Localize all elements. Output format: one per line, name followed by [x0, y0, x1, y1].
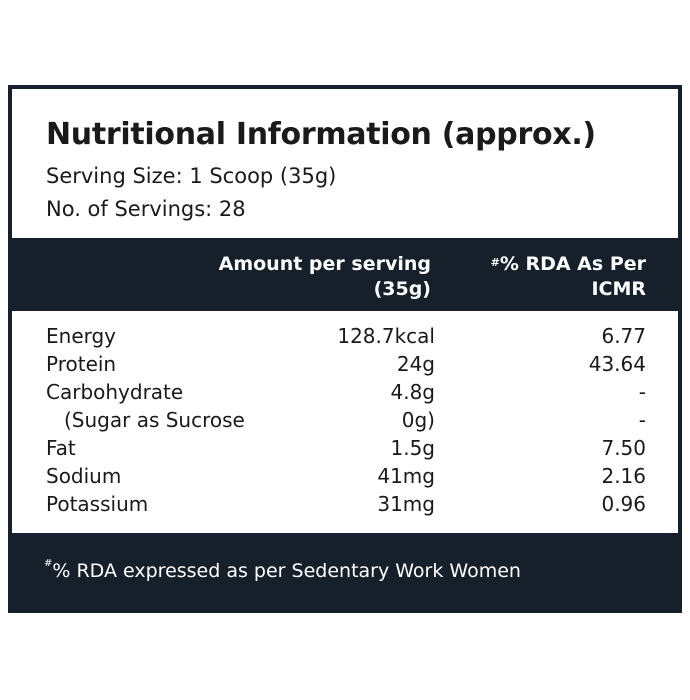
nutrient-amount: 0g)	[401, 408, 435, 432]
amount-column-header: Amount per serving (35g)	[219, 252, 431, 302]
nutrient-amount: 24g	[396, 352, 435, 376]
amount-header-line2: (35g)	[373, 278, 431, 300]
rda-header-text: % RDA As Per	[499, 253, 646, 275]
rda-header-line1: #% RDA As Per	[491, 252, 646, 277]
nutrient-table: Energy 128.7kcal 6.77 Protein 24g 43.64 …	[12, 311, 678, 533]
rda-header-line2: ICMR	[591, 278, 646, 300]
nutrient-name: Protein	[46, 352, 117, 376]
nutrient-amount: 128.7kcal	[337, 324, 435, 348]
table-row: (Sugar as Sucrose 0g) -	[12, 408, 678, 436]
nutrient-name: (Sugar as Sucrose	[64, 408, 245, 432]
nutrient-rda: 6.77	[601, 324, 646, 348]
nutrient-rda: 7.50	[601, 436, 646, 460]
serving-size: Serving Size: 1 Scoop (35g)	[46, 164, 337, 188]
nutrient-rda: -	[638, 380, 646, 404]
nutrition-panel: Nutritional Information (approx.) Servin…	[8, 85, 682, 613]
table-row: Potassium 31mg 0.96	[12, 492, 678, 520]
table-row: Carbohydrate 4.8g -	[12, 380, 678, 408]
nutrient-name: Fat	[46, 436, 76, 460]
nutrient-amount: 31mg	[377, 492, 435, 516]
footnote: #% RDA expressed as per Sedentary Work W…	[44, 558, 521, 582]
rda-hash-mark: #	[490, 256, 500, 269]
table-row: Sodium 41mg 2.16	[12, 464, 678, 492]
table-row: Energy 128.7kcal 6.77	[12, 324, 678, 352]
nutrient-name: Sodium	[46, 464, 122, 488]
table-row: Fat 1.5g 7.50	[12, 436, 678, 464]
nutrient-rda: 43.64	[588, 352, 646, 376]
nutrient-name: Carbohydrate	[46, 380, 184, 404]
nutrient-rda: 2.16	[601, 464, 646, 488]
table-row: Protein 24g 43.64	[12, 352, 678, 380]
nutrient-rda: -	[638, 408, 646, 432]
rda-column-header: #% RDA As Per ICMR	[491, 252, 646, 302]
page-title: Nutritional Information (approx.)	[46, 117, 596, 152]
footnote-text: % RDA expressed as per Sedentary Work Wo…	[52, 560, 521, 582]
footnote-hash-mark: #	[44, 558, 53, 569]
header-section: Nutritional Information (approx.) Servin…	[12, 89, 678, 238]
nutrient-name: Energy	[46, 324, 117, 348]
amount-header-line1: Amount per serving	[218, 253, 431, 275]
nutrient-amount: 41mg	[377, 464, 435, 488]
nutrient-rda: 0.96	[601, 492, 646, 516]
servings-count: No. of Servings: 28	[46, 197, 246, 221]
nutrient-amount: 4.8g	[390, 380, 435, 404]
nutrient-name: Potassium	[46, 492, 149, 516]
nutrient-amount: 1.5g	[390, 436, 435, 460]
